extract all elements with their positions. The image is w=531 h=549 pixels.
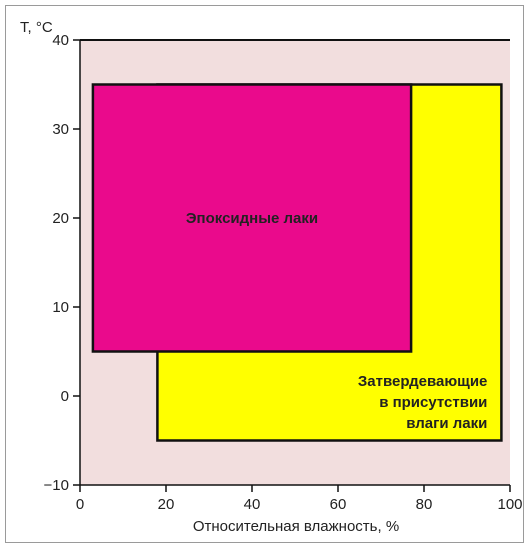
region-1-label-line-2: в присутствии [379,394,487,411]
x-tick-label-1: 0 [76,496,84,513]
region-1-label-line-3: влаги лаки [406,415,487,432]
region-2 [91,83,413,353]
x-tick-label-4: 60 [330,496,347,513]
y-axis-title: T, °C [20,19,53,36]
x-tick-label-2: 20 [158,496,175,513]
x-axis-title: Относительная влажность, % [193,518,399,535]
chart: Затвердевающие в присутствии влаги лаки Эпо… [20,19,523,535]
y-tick-label-2: 0 [61,388,69,405]
y-tick-label-5: 30 [52,121,69,138]
y-tick-label-6: 40 [52,32,69,49]
chart-frame: Затвердевающие в присутствии влаги лаки Эпо… [5,5,524,543]
x-tick-label-6: 100 [497,496,522,513]
x-tick-label-5: 80 [416,496,433,513]
region-1-label-line-1: Затвердевающие [358,373,488,390]
y-tick-label-1: −10 [44,477,69,494]
y-tick-label-4: 20 [52,210,69,227]
x-tick-label-3: 40 [244,496,261,513]
region-2-label-line-1: Эпоксидные лаки [186,210,318,227]
y-tick-label-3: 10 [52,299,69,316]
